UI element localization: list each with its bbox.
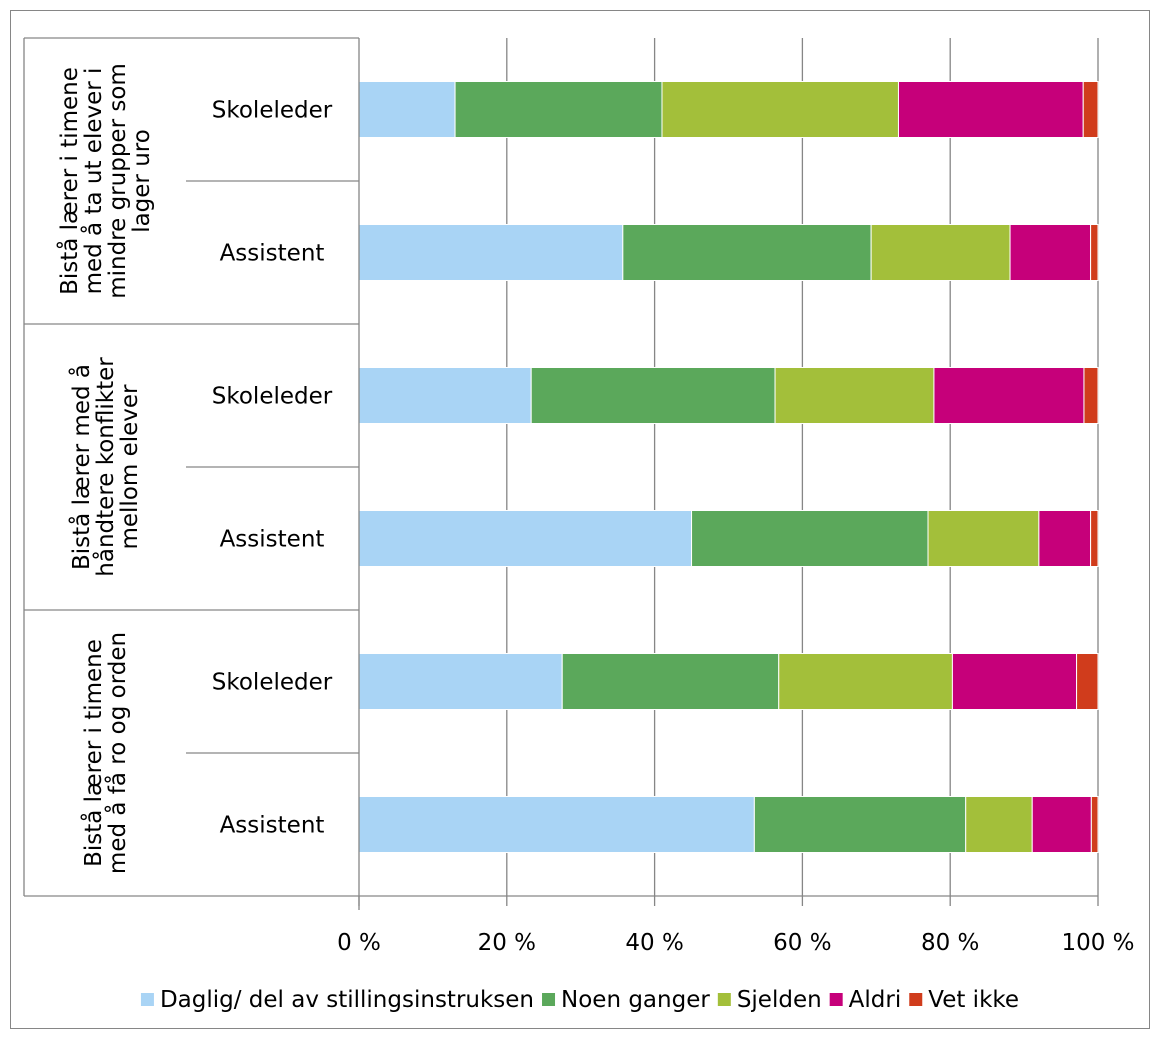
x-tick-labels: 0 % 20 % 40 % 60 % 80 % 100 %	[337, 930, 1134, 956]
chart-frame	[10, 10, 1150, 1029]
group-label-line: Bistå lærer i timene	[55, 67, 83, 295]
x-tick-label: 100 %	[1061, 930, 1134, 956]
x-tick-label: 0 %	[337, 930, 381, 956]
group-label-line: lager uro	[129, 129, 155, 233]
bar-segment	[965, 796, 1033, 853]
bar-segment	[1090, 224, 1099, 281]
group-label-line: Bistå lærer i timene	[79, 639, 107, 867]
bar-segment	[927, 510, 1040, 567]
x-tick-label: 80 %	[921, 930, 979, 956]
bar-segment	[358, 510, 693, 567]
legend-swatch	[909, 993, 923, 1006]
bar-segment	[778, 653, 953, 710]
category-label: Assistent	[220, 813, 325, 839]
x-tick-label: 20 %	[478, 930, 536, 956]
x-tick-label: 40 %	[625, 930, 683, 956]
legend-swatch	[542, 993, 556, 1006]
bar-segment	[661, 81, 899, 138]
bar-segment	[1083, 367, 1099, 424]
group-label-line: med å få ro og orden	[103, 632, 131, 874]
bar-segment	[951, 653, 1078, 710]
category-label: Skoleleder	[212, 670, 333, 696]
category-label: Skoleleder	[212, 98, 333, 124]
bar-segment	[358, 81, 456, 138]
bar-segment	[1082, 81, 1099, 138]
bar-segment	[753, 796, 967, 853]
category-label: Assistent	[220, 527, 325, 553]
bar-segment	[774, 367, 935, 424]
bar-segment	[561, 653, 780, 710]
bar-segment	[530, 367, 776, 424]
axes	[23, 37, 1099, 910]
legend-label: Aldri	[849, 987, 902, 1013]
bar-segment	[358, 367, 532, 424]
bar-segment	[622, 224, 872, 281]
group-label-line: håndtere konflikter	[91, 357, 119, 577]
bar-segment	[454, 81, 663, 138]
legend-swatch	[717, 993, 731, 1006]
bar-segment	[897, 81, 1084, 138]
group-label: Bistå lærer med åhåndtere konfliktermell…	[67, 357, 143, 577]
bar-segment	[1038, 510, 1092, 567]
bar-segment	[358, 653, 563, 710]
bar-segment	[358, 796, 755, 853]
bar-segment	[1076, 653, 1099, 710]
legend-label: Daglig/ del av stillingsinstruksen	[160, 987, 534, 1013]
group-label: Bistå lærer i timenemed å ta ut elever i…	[55, 63, 155, 299]
bar-segment	[1009, 224, 1092, 281]
bar-segment	[870, 224, 1011, 281]
bar-segment	[358, 224, 624, 281]
bar-segment	[1090, 510, 1099, 567]
group-label-line: mellom elever	[117, 384, 143, 550]
bar-segment	[691, 510, 929, 567]
legend-swatch	[140, 993, 154, 1006]
bars	[358, 81, 1099, 853]
legend-label: Vet ikke	[928, 987, 1019, 1013]
category-label: Skoleleder	[212, 384, 333, 410]
x-tick-label: 60 %	[773, 930, 831, 956]
legend: Daglig/ del av stillingsinstruksen Noen g…	[140, 987, 1019, 1013]
bar-segment	[1031, 796, 1092, 853]
group-label-line: Bistå lærer med å	[67, 364, 95, 570]
gridlines	[506, 38, 1099, 896]
category-label: Assistent	[220, 241, 325, 267]
legend-label: Sjelden	[737, 987, 822, 1013]
group-label-line: med å ta ut elever i	[79, 68, 107, 295]
group-label-line: mindre grupper som	[105, 63, 131, 299]
legend-label: Noen ganger	[561, 987, 710, 1013]
category-labels: Skoleleder Assistent Skoleleder Assistent Sk…	[55, 63, 333, 874]
bar-segment	[1090, 796, 1099, 853]
chart-border	[10, 10, 1150, 1029]
bar-segment	[933, 367, 1085, 424]
legend-swatch	[829, 993, 843, 1006]
group-label: Bistå lærer i timenemed å få ro og orden	[79, 632, 131, 874]
